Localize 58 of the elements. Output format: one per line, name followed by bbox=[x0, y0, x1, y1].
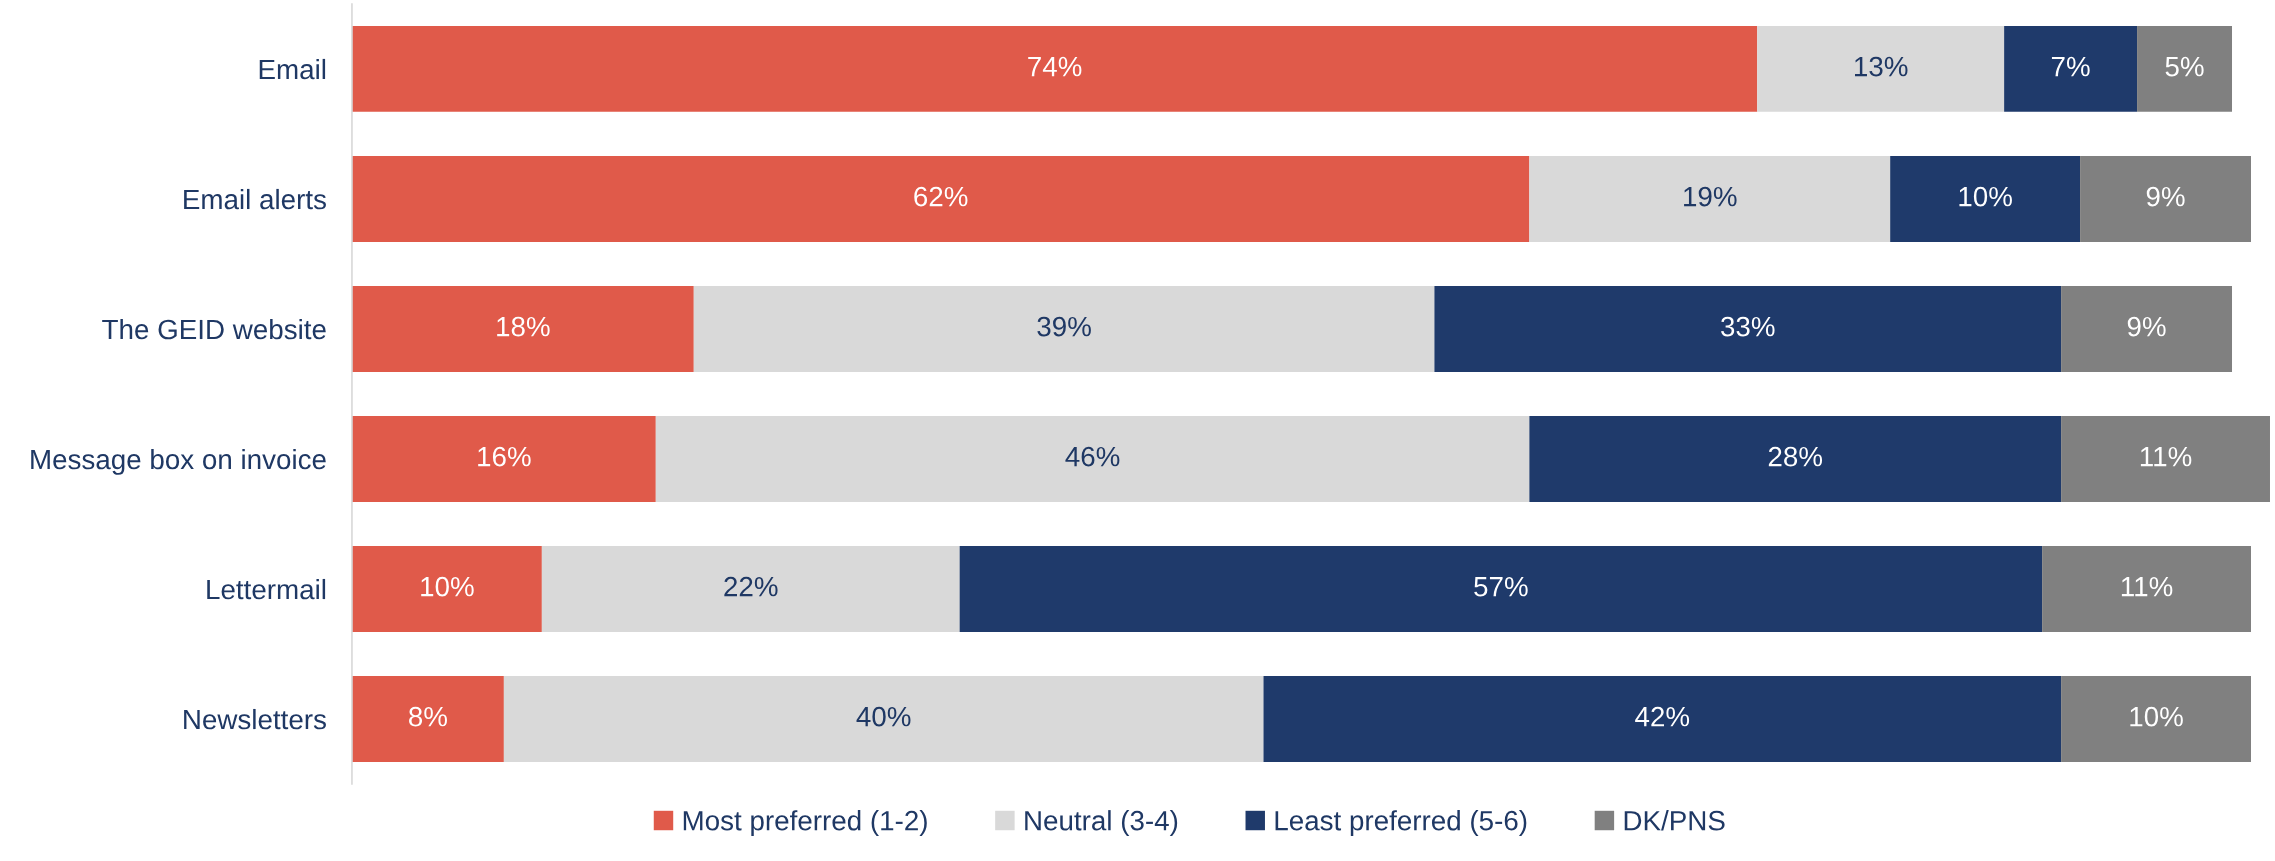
bar bbox=[655, 416, 1530, 502]
data-label: 40% bbox=[856, 706, 911, 727]
data-label: 42% bbox=[1635, 706, 1690, 727]
y-tick-label: Message box on invoice bbox=[31, 448, 326, 475]
y-tick-label: Newsletters bbox=[184, 708, 326, 730]
bar bbox=[2042, 546, 2251, 632]
bar bbox=[351, 416, 656, 502]
data-label: 11% bbox=[2121, 576, 2173, 597]
bar bbox=[541, 546, 960, 632]
data-label: 7% bbox=[2051, 56, 2090, 77]
y-tick-label: Email bbox=[259, 58, 326, 80]
bar bbox=[2061, 416, 2270, 502]
y-tick-label: Lettermail bbox=[207, 578, 326, 600]
data-label: 10% bbox=[1959, 186, 2012, 207]
data-label: 13% bbox=[1855, 56, 1908, 77]
legend-label: Neutral (3-4) bbox=[1025, 810, 1178, 836]
y-tick-label: The GEID website bbox=[102, 318, 326, 340]
data-label: 33% bbox=[1721, 316, 1775, 337]
data-label: 57% bbox=[1474, 576, 1528, 597]
data-label: 5% bbox=[2165, 56, 2204, 77]
bar bbox=[351, 286, 694, 372]
bar bbox=[2061, 286, 2233, 372]
bar bbox=[959, 546, 2043, 632]
legend-label: DK/PNS bbox=[1624, 810, 1725, 831]
legend-label: Most preferred (1-2) bbox=[683, 810, 927, 836]
data-label: 28% bbox=[1768, 446, 1823, 467]
data-label: 9% bbox=[2146, 186, 2185, 207]
data-label: 16% bbox=[478, 446, 531, 467]
bar bbox=[1529, 416, 2062, 502]
bar bbox=[1529, 156, 1891, 242]
data-label: 11% bbox=[2140, 446, 2192, 467]
bar bbox=[2061, 676, 2251, 762]
bar bbox=[1757, 26, 2005, 112]
data-label: 8% bbox=[409, 706, 447, 727]
bar bbox=[693, 286, 1435, 372]
legend-label: Least preferred (5-6) bbox=[1275, 810, 1527, 836]
data-label: 46% bbox=[1065, 446, 1120, 467]
data-label: 39% bbox=[1037, 316, 1091, 337]
bar bbox=[351, 26, 1758, 112]
bar bbox=[1434, 286, 2062, 372]
bar bbox=[503, 676, 1264, 762]
data-label: 18% bbox=[497, 316, 550, 337]
bar bbox=[2137, 26, 2233, 112]
data-label: 9% bbox=[2127, 316, 2166, 337]
bar bbox=[351, 546, 542, 632]
bar bbox=[1263, 676, 2062, 762]
data-label: 19% bbox=[1684, 186, 1737, 207]
bar bbox=[2004, 26, 2138, 112]
bar bbox=[351, 156, 1530, 242]
bar bbox=[2080, 156, 2251, 242]
y-tick-label: Email alerts bbox=[184, 188, 326, 210]
data-label: 74% bbox=[1028, 56, 1082, 77]
bar bbox=[1890, 156, 2081, 242]
data-label: 22% bbox=[724, 576, 778, 597]
bar bbox=[351, 676, 504, 762]
data-label: 10% bbox=[421, 576, 474, 597]
data-label: 62% bbox=[914, 186, 968, 207]
data-label: 10% bbox=[2130, 706, 2183, 727]
